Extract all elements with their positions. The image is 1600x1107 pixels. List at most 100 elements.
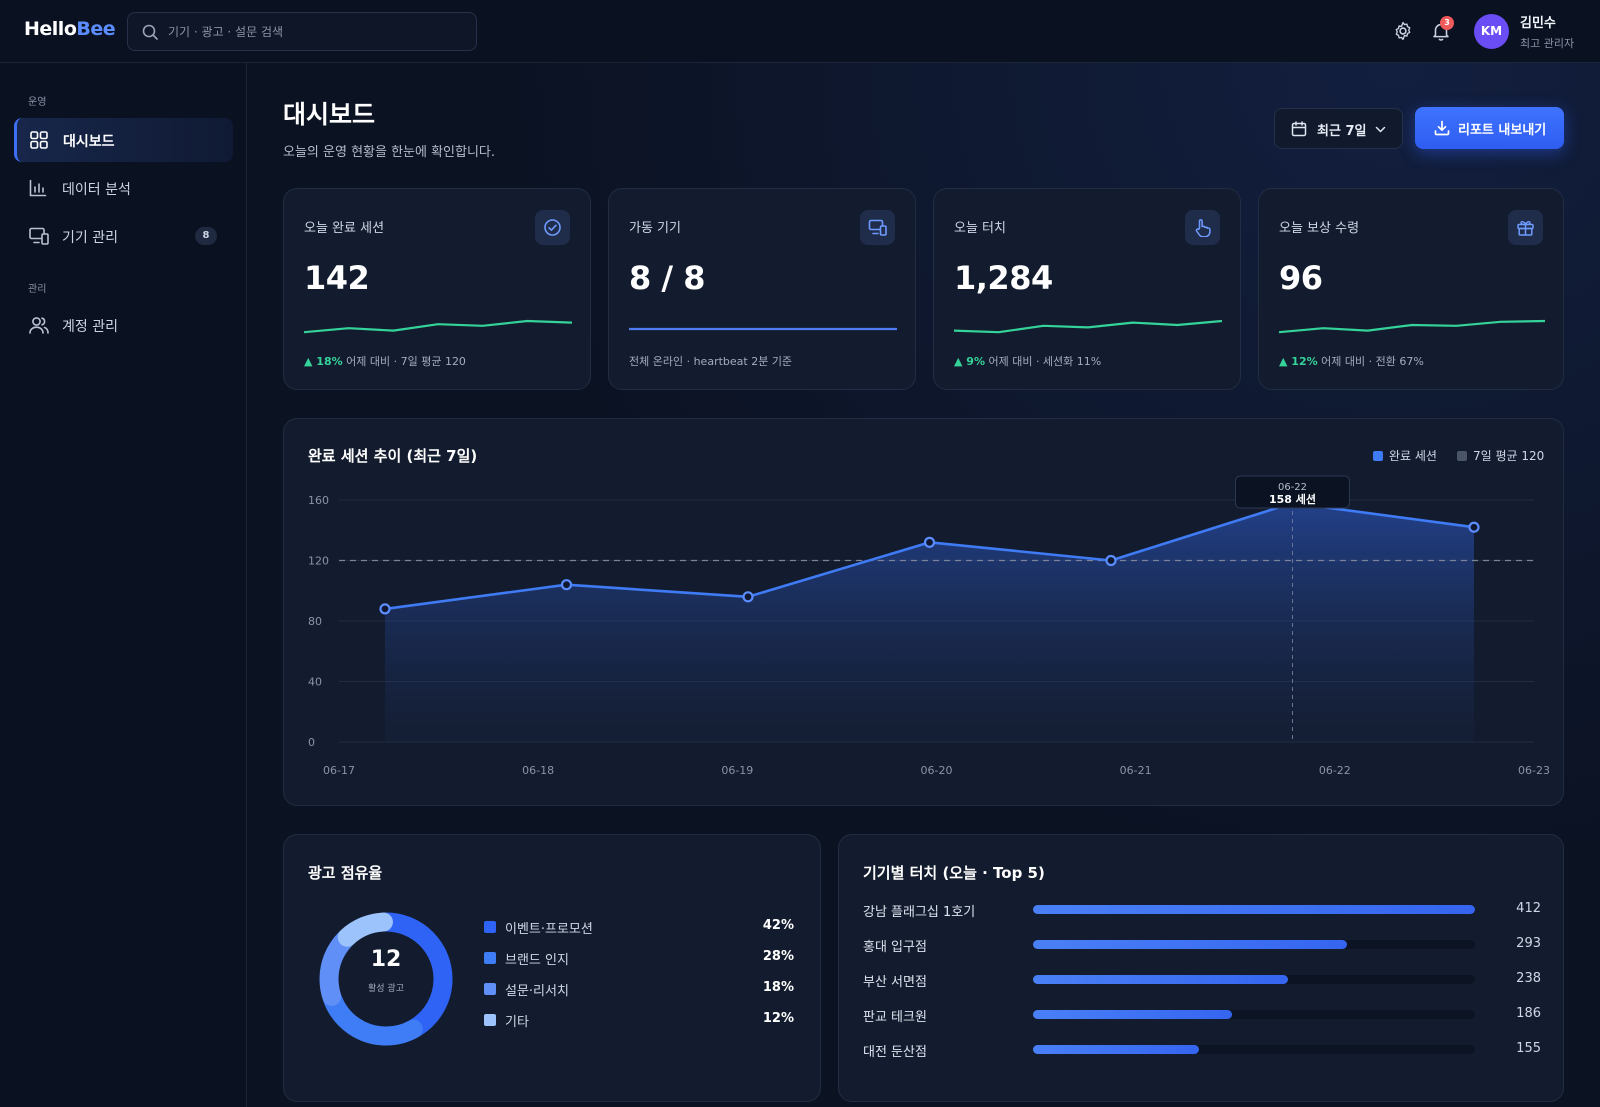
ad-share-title: 광고 점유율: [308, 864, 383, 882]
touch-bar-fill: [1033, 1045, 1200, 1054]
x-tick-label: 06-19: [721, 764, 753, 777]
sparkline-path: [304, 319, 572, 334]
active-ads-label: 활성 광고: [368, 984, 404, 994]
y-tick-label: 80: [308, 615, 322, 628]
tooltip-date: 06-22: [1278, 482, 1307, 493]
avatar[interactable]: KM: [1474, 14, 1509, 49]
check-circle-icon: [544, 219, 561, 236]
device-touch-card: 기기별 터치 (오늘 · Top 5) 강남 플래그십 1호기 412 홍대 입…: [838, 834, 1564, 1102]
bar-chart-icon: [29, 179, 47, 197]
legend-label: 설문·리서치: [505, 984, 569, 999]
data-point: [560, 579, 573, 591]
chevron-down-icon: [1375, 126, 1386, 133]
legend-label: 이벤트·프로모션: [505, 922, 593, 937]
download-icon: [1434, 120, 1450, 136]
legend-swatch: [484, 921, 496, 933]
export-report-button[interactable]: 리포트 내보내기: [1415, 107, 1564, 149]
donut-segment: [319, 912, 453, 1046]
device-touch-row[interactable]: 판교 테크원 186: [863, 1003, 1541, 1025]
kpi-icon-badge: [535, 210, 570, 245]
device-name: 대전 둔산점: [863, 1045, 927, 1060]
kpi-title: 오늘 완료 세션: [304, 221, 385, 236]
kpi-footnote: 전체 온라인 · heartbeat 2분 기준: [629, 353, 792, 369]
sidebar-item-dashboard[interactable]: 대시보드: [14, 118, 233, 162]
kpi-card-rewards: 오늘 보상 수령 96 ▲ 12% 어제 대비 · 전환 67%: [1258, 188, 1564, 390]
gift-icon: [1517, 220, 1534, 236]
top-bar: HelloBee 3 KM 김민수 최고 관리자: [0, 0, 1600, 63]
sidebar-item-data-analysis[interactable]: 데이터 분석: [14, 166, 233, 210]
touch-bar-fill: [1033, 1010, 1233, 1019]
kpi-icon-badge: [1508, 210, 1543, 245]
ad-share-legend-item: 이벤트·프로모션 42%: [484, 917, 794, 937]
export-report-label: 리포트 내보내기: [1458, 123, 1547, 138]
legend-label: 7일 평균 120: [1473, 449, 1545, 463]
data-point: [1468, 521, 1480, 533]
kpi-trend: ▲ 12%: [1279, 355, 1318, 368]
logo-text-main: Hello: [24, 18, 77, 40]
legend-swatch: [484, 952, 496, 964]
kpi-sparkline: [1279, 319, 1545, 334]
app-logo[interactable]: HelloBee: [24, 18, 116, 40]
touch-bar-track: [1033, 905, 1475, 914]
legend-swatch: [1373, 451, 1383, 461]
kpi-footnote: ▲ 9% 어제 대비 · 세션화 11%: [954, 353, 1101, 369]
ad-share-donut-chart: [319, 912, 453, 1046]
touch-bar-fill: [1033, 940, 1348, 949]
kpi-trend: ▲ 9%: [954, 355, 985, 368]
legend-label: 브랜드 인지: [505, 953, 569, 968]
x-tick-label: 06-23: [1518, 764, 1550, 777]
sparkline-path: [954, 319, 1222, 334]
x-tick-label: 06-21: [1120, 764, 1152, 777]
sidebar-item-account-management[interactable]: 계정 관리: [14, 303, 233, 347]
touch-bar-track: [1033, 1010, 1475, 1019]
sparkline-path: [1279, 319, 1545, 334]
data-point: [923, 536, 936, 548]
period-select[interactable]: 최근 7일: [1274, 108, 1403, 149]
donut-segment: [319, 912, 453, 1046]
device-touch-row[interactable]: 대전 둔산점 155: [863, 1038, 1541, 1060]
x-tick-label: 06-20: [921, 764, 953, 777]
ad-share-card: 광고 점유율 12 활성 광고 이벤트·프로모션 42% 브랜드 인지 28% …: [283, 834, 821, 1102]
hand-pointer-icon: [1195, 219, 1211, 237]
kpi-value: 142: [304, 259, 370, 297]
user-name[interactable]: 김민수: [1520, 16, 1556, 31]
logo-text-accent: Bee: [76, 18, 116, 40]
kpi-footnote: ▲ 18% 어제 대비 · 7일 평균 120: [304, 353, 466, 369]
legend-item-sessions: 완료 세션: [1373, 447, 1437, 464]
search-box: [127, 12, 477, 51]
ad-share-legend-item: 기타 12%: [484, 1010, 794, 1030]
y-tick-label: 0: [308, 736, 315, 749]
device-touch-row[interactable]: 부산 서면점 238: [863, 968, 1541, 990]
data-point: [1105, 554, 1117, 567]
touch-count: 412: [1516, 901, 1541, 916]
kpi-title: 가동 기기: [629, 221, 681, 236]
touch-count: 155: [1516, 1041, 1541, 1056]
search-input[interactable]: [168, 13, 458, 50]
touch-bar-fill: [1033, 975, 1289, 984]
kpi-card-completed-sessions: 오늘 완료 세션 142 ▲ 18% 어제 대비 · 7일 평균 120: [283, 188, 591, 390]
y-tick-label: 40: [308, 676, 322, 689]
sidebar-item-device-management[interactable]: 기기 관리 8: [14, 214, 233, 258]
period-select-label: 최근 7일: [1317, 124, 1367, 139]
gear-icon[interactable]: [1392, 20, 1414, 42]
tooltip-value: 158 세션: [1269, 492, 1316, 506]
kpi-card-active-devices: 가동 기기 8 / 8 전체 온라인 · heartbeat 2분 기준: [608, 188, 916, 390]
sidebar-item-label: 대시보드: [63, 134, 115, 150]
legend-percent: 18%: [762, 980, 794, 995]
legend-percent: 42%: [762, 918, 794, 933]
kpi-sparkline: [629, 327, 897, 331]
notification-badge: 3: [1440, 16, 1454, 30]
donut-segment: [319, 912, 453, 1046]
kpi-value: 8 / 8: [629, 259, 706, 297]
kpi-card-touches: 오늘 터치 1,284 ▲ 9% 어제 대비 · 세션화 11%: [933, 188, 1241, 390]
device-touch-row[interactable]: 홍대 입구점 293: [863, 933, 1541, 955]
kpi-footnote-text: 어제 대비 · 7일 평균 120: [342, 355, 466, 368]
device-touch-title: 기기별 터치 (오늘 · Top 5): [863, 864, 1045, 882]
x-tick-label: 06-18: [522, 764, 554, 777]
data-point: [742, 591, 754, 603]
monitor-icon: [868, 219, 887, 236]
legend-percent: 12%: [762, 1011, 794, 1026]
legend-swatch: [1457, 451, 1467, 461]
device-touch-row[interactable]: 강남 플래그십 1호기 412: [863, 898, 1541, 920]
